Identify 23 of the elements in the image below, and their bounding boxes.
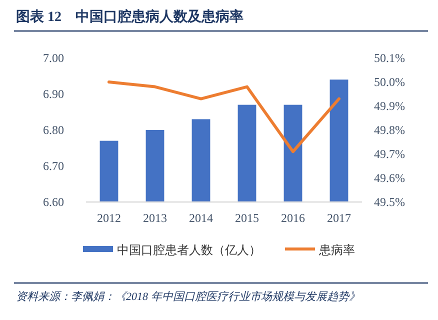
y2-tick-label: 49.5% <box>374 195 405 209</box>
x-tick-label: 2013 <box>143 211 167 225</box>
y2-tick-label: 50.1% <box>374 51 405 65</box>
x-tick-label: 2014 <box>189 211 213 225</box>
y-tick-label: 6.90 <box>43 87 64 101</box>
y2-tick-label: 49.6% <box>374 171 405 185</box>
text: 资料来源：李佩娟：《2018 年中国口腔医疗行业市场规模与发展趋势》 <box>16 290 360 303</box>
y-tick-label: 6.70 <box>43 159 64 173</box>
x-tick-label: 2015 <box>235 211 259 225</box>
chart-title: 图表 12 中国口腔患病人数及患病率 <box>16 8 244 25</box>
x-tick-label: 2012 <box>97 211 121 225</box>
y2-tick-label: 49.8% <box>374 123 405 137</box>
y-tick-label: 6.80 <box>43 123 64 137</box>
x-tick-label: 2016 <box>281 211 305 225</box>
y-tick-label: 7.00 <box>43 51 64 65</box>
legend-label: 患病率 <box>318 243 355 257</box>
y2-tick-label: 49.9% <box>374 99 405 113</box>
legend-label: 中国口腔患者人数（亿人） <box>117 243 261 257</box>
y2-tick-label: 50.0% <box>374 75 405 89</box>
y-tick-label: 6.60 <box>43 195 64 209</box>
line-series <box>108 80 340 154</box>
x-tick-label: 2017 <box>327 211 351 225</box>
y2-tick-label: 49.7% <box>374 147 405 161</box>
